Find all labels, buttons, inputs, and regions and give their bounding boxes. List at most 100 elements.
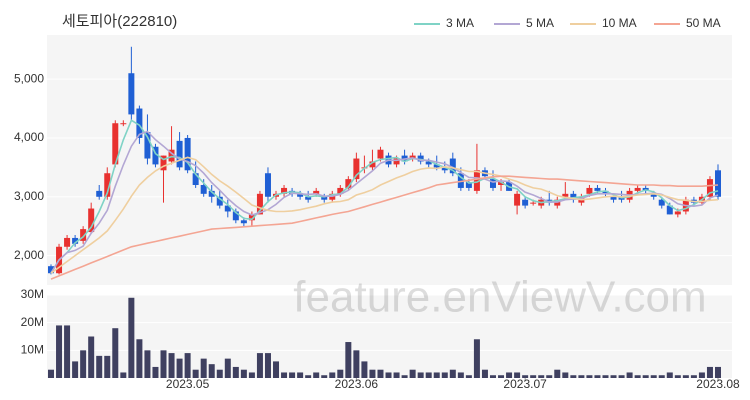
volume-bar: [256, 353, 263, 378]
volume-bar: [240, 369, 247, 378]
candle-body: [457, 173, 464, 188]
candle-body: [522, 199, 529, 206]
volume-bar: [192, 369, 199, 378]
x-tick-label: 2023.06: [335, 377, 379, 391]
volume-bar: [128, 297, 135, 378]
volume-bar: [385, 372, 392, 378]
volume-bar: [538, 375, 545, 378]
volume-bar: [473, 339, 480, 378]
volume-bar: [682, 375, 689, 378]
candle-body: [200, 185, 207, 194]
volume-bar: [586, 375, 593, 378]
volume-bar: [184, 353, 191, 378]
volume-bar: [120, 372, 127, 378]
x-tick-label: 2023.08: [696, 377, 740, 391]
ma-line: [50, 130, 719, 274]
volume-bar: [650, 375, 657, 378]
candle-body: [192, 173, 199, 185]
volume-bar: [715, 366, 721, 378]
candle-body: [425, 161, 432, 165]
candle-body: [297, 193, 304, 197]
candle-body: [144, 132, 151, 159]
y-tick-label: 4,000: [14, 130, 44, 144]
candle-body: [176, 140, 183, 168]
candle-body: [256, 193, 263, 215]
volume-bar: [562, 372, 569, 378]
candle-body: [353, 158, 360, 180]
volume-bar: [626, 372, 633, 378]
candle-body: [208, 190, 215, 197]
y-tick-label: 20M: [21, 315, 44, 329]
volume-bar: [401, 375, 408, 378]
legend-label: 5 MA: [526, 16, 554, 30]
volume-bar: [216, 369, 223, 378]
candle-body: [136, 108, 143, 138]
volume-bar: [690, 375, 697, 378]
volume-bar: [506, 372, 513, 378]
volume-bar: [634, 375, 641, 378]
volume-bar: [224, 358, 231, 378]
volume-bar: [200, 358, 207, 378]
candle-body: [313, 190, 320, 194]
volume-bar: [329, 372, 336, 378]
chart-title: 세토피아(222810): [62, 13, 177, 30]
volume-bar: [498, 375, 505, 378]
candle-body: [112, 123, 119, 165]
volume-bar: [264, 353, 271, 378]
candle-body: [345, 179, 352, 188]
candle-body: [80, 229, 87, 241]
volume-bar: [313, 372, 320, 378]
candle-body: [594, 187, 601, 191]
volume-bar: [530, 375, 537, 378]
volume-bar: [273, 361, 280, 378]
volume-bar: [618, 375, 625, 378]
x-tick-label: 2023.07: [503, 377, 547, 391]
volume-bar: [112, 328, 119, 378]
volume-bar: [56, 325, 63, 378]
candle-body: [634, 187, 641, 191]
volume-bar: [409, 369, 416, 378]
volume-bar: [297, 372, 304, 378]
candle-body: [610, 196, 617, 200]
ma-line: [50, 119, 719, 274]
volume-bar: [160, 350, 167, 378]
volume-bar: [104, 355, 111, 378]
x-tick-label: 2023.05: [166, 377, 210, 391]
y-tick-label: 3,000: [14, 189, 44, 203]
volume-bar: [377, 369, 384, 378]
volume-bar: [449, 369, 456, 378]
candle-body: [674, 211, 681, 215]
candle-body: [184, 137, 191, 171]
volume-bar: [417, 372, 424, 378]
volume-bar: [465, 375, 472, 378]
volume-bar: [72, 361, 79, 378]
candle-body: [104, 173, 111, 197]
candle-body: [441, 167, 448, 171]
volume-bar: [248, 372, 255, 378]
candle-body: [48, 266, 54, 274]
legend-label: 3 MA: [446, 16, 474, 30]
candle-body: [369, 161, 376, 168]
volume-bar: [152, 366, 159, 378]
candle-body: [96, 190, 103, 197]
ma-line: [50, 156, 719, 274]
legend-label: 10 MA: [602, 16, 637, 30]
volume-bar: [706, 366, 713, 378]
candle-body: [393, 158, 400, 165]
candle-body: [168, 149, 175, 162]
candle-body: [433, 164, 440, 168]
candle-body: [514, 193, 521, 206]
y-tick-label: 10M: [21, 343, 44, 357]
volume-bar: [96, 355, 103, 378]
volume-bar: [602, 375, 609, 378]
volume-bar: [489, 375, 496, 378]
volume-bar: [80, 350, 87, 378]
candle-body: [281, 187, 288, 194]
volume-bar: [578, 375, 585, 378]
candle-body: [128, 73, 135, 115]
volume-bar: [610, 375, 617, 378]
y-tick-label: 30M: [21, 287, 44, 301]
candle-body: [248, 214, 255, 221]
volume-bar: [353, 350, 360, 378]
